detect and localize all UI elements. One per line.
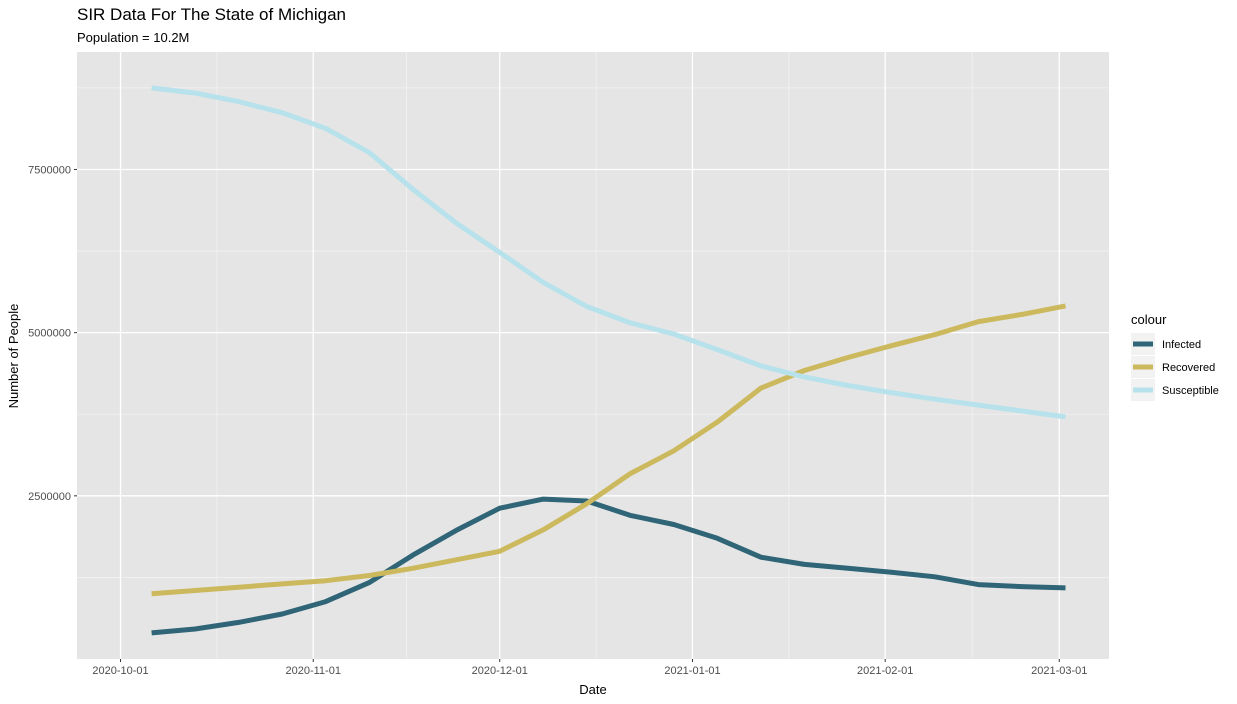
legend-label-infected: Infected — [1162, 339, 1201, 351]
y-axis: 2500000 5000000 7500000 — [28, 164, 77, 503]
legend-label-susceptible: Susceptible — [1162, 385, 1219, 397]
x-tick-label: 2021-01-01 — [664, 665, 720, 677]
chart-title: SIR Data For The State of Michigan — [77, 5, 346, 24]
series-line-susceptible — [151, 85, 1066, 420]
series-line-recovered — [151, 303, 1066, 597]
y-tick-label: 5000000 — [28, 328, 71, 340]
y-axis-title: Number of People — [6, 304, 21, 409]
series-line-infected — [151, 496, 1066, 636]
x-tick-label: 2020-11-01 — [286, 665, 341, 677]
legend-title: colour — [1131, 312, 1167, 327]
x-tick-label: 2020-10-01 — [92, 665, 148, 677]
grid-major — [77, 52, 1109, 659]
y-tick-label: 2500000 — [28, 491, 71, 503]
plot-panel — [77, 52, 1109, 659]
legend-label-recovered: Recovered — [1162, 362, 1215, 374]
x-axis: 2020-10-01 2020-11-01 2020-12-01 2021-01-01… — [92, 659, 1087, 677]
series-lines — [151, 85, 1066, 636]
x-tick-label: 2020-12-01 — [472, 665, 528, 677]
x-tick-label: 2021-02-01 — [857, 665, 913, 677]
legend: colour Infected Recovered Susceptible — [1131, 312, 1219, 401]
x-axis-title: Date — [579, 682, 606, 697]
y-tick-label: 7500000 — [28, 164, 71, 176]
chart-subtitle: Population = 10.2M — [77, 30, 190, 45]
x-tick-label: 2021-03-01 — [1031, 665, 1087, 677]
